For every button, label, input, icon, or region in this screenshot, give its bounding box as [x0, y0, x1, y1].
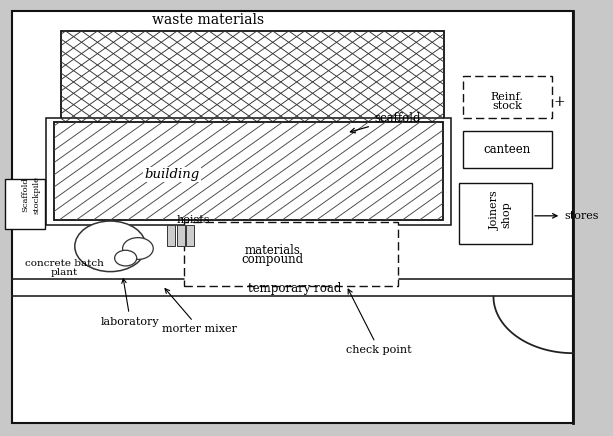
Bar: [167, 225, 175, 246]
Text: check point: check point: [346, 289, 412, 355]
Text: canteen: canteen: [483, 143, 531, 156]
Bar: [459, 183, 532, 244]
Text: Reinf.: Reinf.: [490, 92, 524, 102]
Text: +: +: [554, 95, 565, 109]
Bar: [463, 131, 552, 168]
Circle shape: [123, 238, 153, 259]
Circle shape: [115, 250, 137, 266]
Bar: [46, 118, 451, 225]
Bar: [463, 76, 552, 118]
Text: stock: stock: [492, 101, 522, 111]
Circle shape: [75, 221, 146, 272]
Bar: [186, 225, 194, 246]
Bar: [184, 222, 398, 286]
Text: hoists: hoists: [177, 215, 210, 225]
Text: stores: stores: [535, 211, 598, 221]
Bar: [5, 179, 45, 229]
Bar: [54, 122, 443, 220]
Text: temporary road: temporary road: [248, 282, 341, 295]
Text: building: building: [144, 168, 199, 181]
Text: plant: plant: [51, 268, 78, 277]
Text: Scaffold: Scaffold: [21, 177, 29, 212]
Text: materials: materials: [245, 244, 301, 257]
Bar: [61, 31, 444, 122]
Text: scaffold: scaffold: [351, 112, 421, 133]
Text: laboratory: laboratory: [101, 279, 160, 327]
Text: concrete batch: concrete batch: [25, 259, 104, 268]
Text: morter mixer: morter mixer: [162, 289, 237, 334]
Text: stockpile: stockpile: [32, 176, 40, 214]
Text: compound: compound: [242, 253, 304, 266]
Text: shop: shop: [501, 201, 511, 228]
Text: waste materials: waste materials: [153, 13, 264, 27]
Bar: [177, 225, 185, 246]
Text: Joiners: Joiners: [490, 190, 500, 230]
